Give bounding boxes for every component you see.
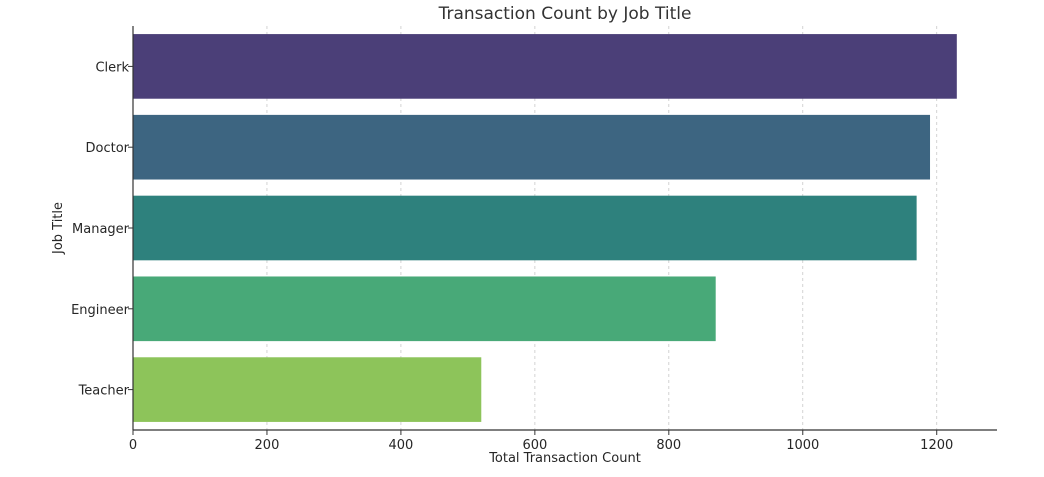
bars <box>133 34 957 422</box>
bar-clerk <box>133 34 957 99</box>
x-tick-label: 1000 <box>786 438 819 453</box>
x-tick-label: 800 <box>656 438 681 453</box>
y-tick-label-teacher: Teacher <box>78 384 130 399</box>
y-tick-label-manager: Manager <box>72 222 130 237</box>
y-tick-label-doctor: Doctor <box>85 141 129 156</box>
x-tick-label: 0 <box>129 438 137 453</box>
x-tick-label: 600 <box>522 438 547 453</box>
y-axis-title: Job Title <box>51 202 66 255</box>
x-tick-label: 400 <box>388 438 413 453</box>
chart-title: Transaction Count by Job Title <box>438 4 692 24</box>
x-tick-label: 200 <box>255 438 280 453</box>
bar-engineer <box>133 276 716 342</box>
bar-manager <box>133 195 917 261</box>
x-tick-label: 1200 <box>920 438 953 453</box>
x-ticks: 0 200 400 600 800 1000 1200 <box>129 430 953 453</box>
x-axis-title: Total Transaction Count <box>488 451 641 466</box>
y-tick-label-engineer: Engineer <box>71 303 130 318</box>
bar-teacher <box>133 357 482 422</box>
y-ticks: Clerk Doctor Manager Engineer Teacher <box>71 60 133 399</box>
y-tick-label-clerk: Clerk <box>95 60 129 75</box>
bar-doctor <box>133 114 931 180</box>
